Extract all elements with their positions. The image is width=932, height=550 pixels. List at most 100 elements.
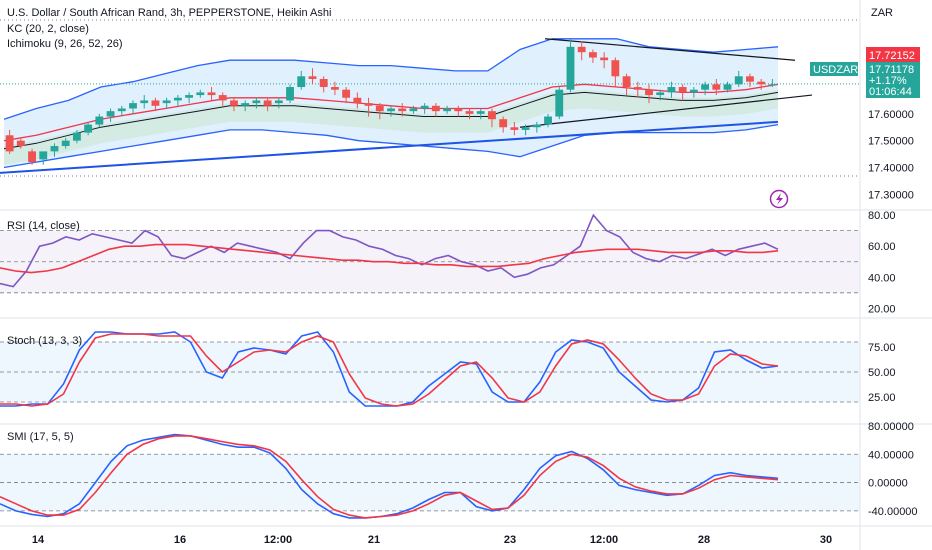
price-tick-label: 17.60000 [868,109,914,121]
alert-button[interactable] [769,189,789,209]
stoch-label[interactable]: Stoch (13, 3, 3) [7,335,82,347]
candle-body [84,124,93,133]
candle-body [757,81,766,85]
price-tick-label: 17.50000 [868,136,914,148]
ichimoku-cloud [4,89,778,165]
candle-body [364,103,373,106]
candle-body [566,46,575,90]
candle-body [162,100,171,104]
candle-body [263,100,272,106]
support-trendline [0,120,779,174]
candle-body [701,84,710,90]
price-tags: 17.72152 USDZAR 17.71178 +1.17% 01:06:44 [810,47,920,98]
candle-body [431,105,440,112]
candle-body [140,100,149,104]
candle-body [454,108,463,112]
candle-body [622,76,631,88]
candle-body [398,108,407,112]
time-tick-label: 30 [820,534,832,546]
stoch-tick-label: 25.00 [868,392,896,404]
stoch-d-line [0,333,779,407]
candle-body [274,100,283,104]
candle-body [633,87,642,90]
candle-body [387,108,395,112]
candle-body [465,111,474,114]
candle-body [544,116,552,125]
candle-body [297,76,306,88]
kc-indicator-label[interactable]: KC (20, 2, close) [7,23,89,35]
candle-body [532,124,541,128]
candle-body [28,151,36,163]
smi-label[interactable]: SMI (17, 5, 5) [7,431,74,443]
candle-body [117,108,126,112]
smi-tick-label: 80.00000 [868,421,914,433]
time-tick-label: 21 [368,534,380,546]
ichimoku-indicator-label[interactable]: Ichimoku (9, 26, 52, 26) [7,38,123,50]
candle-body [678,87,687,93]
candle-body [746,76,754,82]
stoch-pane [0,331,860,407]
time-tick-label: 16 [174,534,186,546]
rsi-rsi-ma-line [0,243,779,274]
candle-body [656,92,665,96]
lightning-bolt-icon [776,193,783,205]
candle-body [61,140,70,147]
candle-body [734,76,743,85]
candle-body [342,89,351,98]
smi-tick-label: 0.00000 [868,478,908,490]
smi-tick-label: 40.00000 [868,449,914,461]
candle-body [611,60,620,77]
kc-lower-line [3,123,779,169]
candle-body [319,78,328,88]
resistance-trendline [544,38,796,61]
candle-body [151,100,160,106]
candle-body [521,127,530,130]
candle-body [218,95,227,101]
candle-body [768,84,777,86]
currency-label: ZAR [871,7,893,19]
symbol-tag: USDZAR [813,64,858,76]
high-price-tag: 17.72152 [869,50,915,62]
countdown-tag: 01:06:44 [869,86,912,98]
candle-body [252,100,261,104]
candle-body [286,87,294,101]
candle-body [5,135,14,152]
candle-body [409,108,418,112]
smi-pane [0,433,860,519]
rsi-rsi-line [0,213,779,288]
time-tick-label: 23 [504,534,516,546]
candle-body [499,119,508,128]
candle-body [667,87,676,93]
smi-signal-line [0,435,779,519]
candle-body [577,46,586,53]
candle-body [241,103,250,106]
candle-body [106,111,115,117]
candle-body [173,97,182,101]
change-tag: +1.17% [869,75,907,87]
price-tick-label: 17.30000 [868,189,914,201]
time-tick-label: 12:00 [264,534,292,546]
candle-body [16,140,25,147]
rsi-label[interactable]: RSI (14, close) [7,220,80,232]
candle-body [196,92,205,96]
candle-body [555,89,564,117]
candle-body [476,111,485,114]
kc-upper-line [3,38,779,120]
smi-tick-label: -40.00000 [868,506,918,518]
candle-body [308,76,317,79]
candle-body [723,84,732,90]
candle-body [330,87,339,90]
rsi-tick-label: 60.00 [868,241,896,253]
candle-body [129,103,137,109]
candle-body [588,52,597,58]
chart-title: U.S. Dollar / South African Rand, 3h, PE… [7,7,331,19]
candle-body [443,108,452,112]
candle-body [600,57,609,61]
candle-body [185,95,194,98]
price-tick-label: 17.40000 [868,162,914,174]
candle-body [39,151,48,160]
candle-body [230,100,238,106]
candle-body [375,105,384,112]
candle-body [353,97,362,104]
